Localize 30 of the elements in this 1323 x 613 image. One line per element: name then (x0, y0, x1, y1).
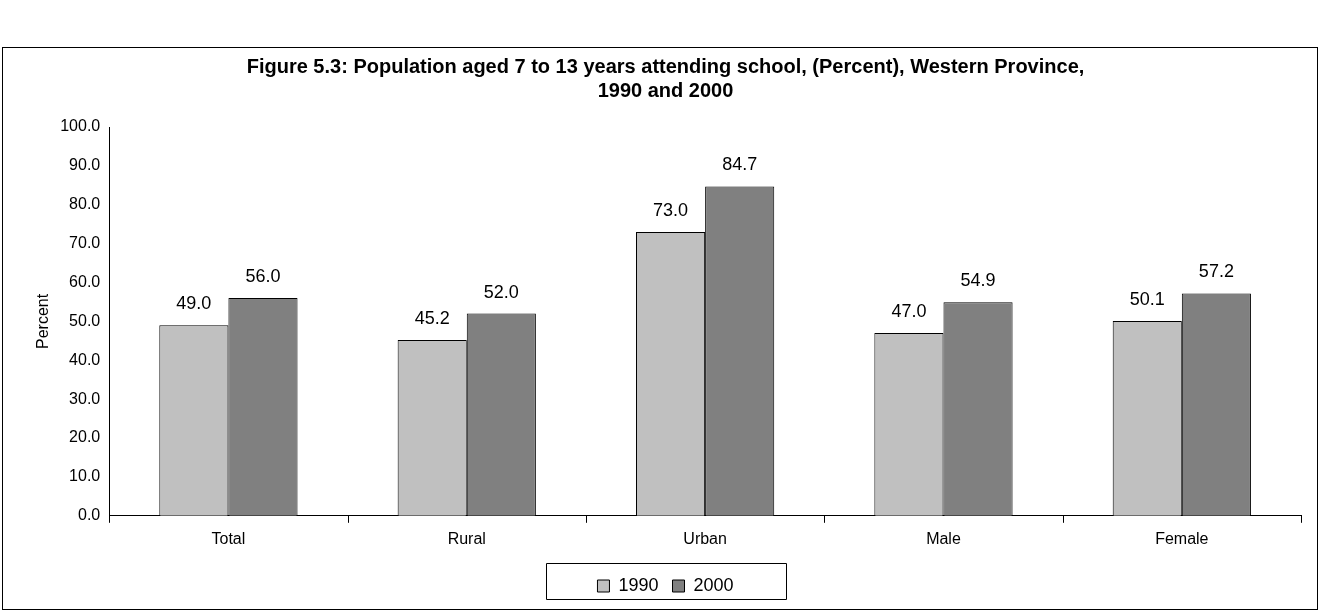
data-label: 84.7 (722, 154, 758, 175)
y-tick-label: 100.0 (60, 117, 101, 135)
data-label: 54.9 (960, 270, 996, 291)
data-label: 57.2 (1198, 261, 1234, 282)
legend-label: 1990 (618, 574, 659, 595)
y-tick-label: 60.0 (69, 272, 101, 290)
x-tick-label: Female (1155, 529, 1209, 547)
y-tick-label: 30.0 (69, 389, 101, 407)
y-tick-label: 50.0 (69, 311, 101, 329)
y-tick-label: 0.0 (77, 506, 101, 524)
chart-title: Figure 5.3: Population aged 7 to 13 years attending school, (Percent), Western Province, 1990 and 2000 (246, 54, 1085, 101)
y-tick-label: 70.0 (69, 234, 101, 252)
data-label: 52.0 (483, 281, 519, 302)
data-label: 56.0 (245, 266, 281, 287)
x-tick-label: Male (926, 529, 961, 547)
data-label: 45.2 (414, 308, 450, 329)
data-label: 47.0 (891, 301, 927, 322)
y-tick-label: 80.0 (69, 195, 101, 213)
x-tick-label: Total (211, 529, 246, 547)
x-tick-label: Urban (683, 529, 727, 547)
y-axis-title: Percent (34, 293, 52, 349)
y-tick-label: 90.0 (69, 156, 101, 174)
y-tick-label: 10.0 (69, 467, 101, 485)
y-tick-label: 20.0 (69, 428, 101, 446)
legend-label: 2000 (693, 574, 734, 595)
data-label: 50.1 (1129, 288, 1165, 309)
x-tick-label: Rural (447, 529, 486, 547)
data-label: 73.0 (653, 199, 689, 220)
y-tick-label: 40.0 (69, 350, 101, 368)
data-label: 49.0 (176, 293, 212, 314)
